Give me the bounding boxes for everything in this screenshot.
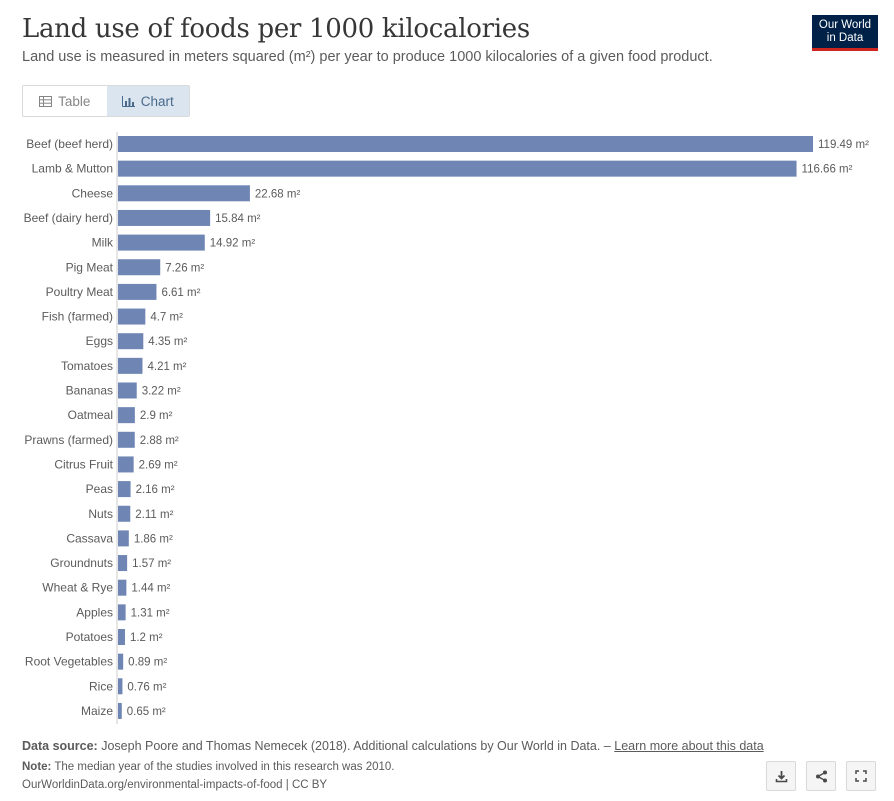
category-label: Root Vegetables bbox=[25, 655, 113, 669]
logo-line-1: Our World bbox=[818, 19, 872, 31]
bar[interactable] bbox=[118, 678, 123, 695]
category-label: Pig Meat bbox=[66, 260, 114, 274]
value-label: 2.69 m² bbox=[139, 459, 178, 471]
bar[interactable] bbox=[118, 333, 144, 350]
value-label: 3.22 m² bbox=[142, 386, 181, 398]
category-label: Groundnuts bbox=[50, 556, 113, 570]
category-label: Apples bbox=[76, 605, 113, 619]
value-label: 1.57 m² bbox=[132, 558, 171, 570]
bar[interactable] bbox=[118, 283, 157, 300]
value-label: 4.7 m² bbox=[150, 312, 183, 324]
category-label: Eggs bbox=[86, 334, 113, 348]
bar[interactable] bbox=[118, 579, 127, 596]
value-label: 2.16 m² bbox=[136, 484, 175, 496]
category-label: Maize bbox=[81, 704, 113, 718]
source-text: Joseph Poore and Thomas Nemecek (2018). … bbox=[101, 739, 611, 753]
value-label: 6.61 m² bbox=[161, 287, 200, 299]
bar-chart: Beef (beef herd) 119.49 m² Lamb & Mutton 11… bbox=[24, 132, 869, 724]
category-label: Poultry Meat bbox=[46, 285, 114, 299]
bar[interactable] bbox=[118, 209, 211, 226]
bar[interactable] bbox=[118, 555, 128, 572]
bar[interactable] bbox=[118, 530, 129, 547]
value-label: 0.65 m² bbox=[127, 706, 166, 718]
source-label: Data source: bbox=[22, 739, 98, 753]
bar[interactable] bbox=[118, 456, 134, 473]
bar[interactable] bbox=[118, 653, 124, 670]
bar[interactable] bbox=[118, 185, 250, 202]
category-label: Tomatoes bbox=[61, 359, 113, 373]
bar[interactable] bbox=[118, 702, 122, 719]
owid-logo[interactable]: Our World in Data bbox=[812, 15, 878, 51]
download-button[interactable] bbox=[766, 761, 796, 791]
bar[interactable] bbox=[118, 136, 813, 152]
bar[interactable] bbox=[118, 160, 797, 177]
category-label: Nuts bbox=[88, 507, 113, 521]
note-text: The median year of the studies involved … bbox=[54, 761, 395, 773]
value-label: 7.26 m² bbox=[165, 262, 204, 274]
bar[interactable] bbox=[118, 629, 125, 645]
bar[interactable] bbox=[118, 259, 161, 276]
bar[interactable] bbox=[118, 505, 131, 522]
category-label: Wheat & Rye bbox=[42, 581, 113, 595]
category-label: Rice bbox=[89, 679, 113, 693]
category-label: Potatoes bbox=[66, 630, 113, 644]
value-label: 0.76 m² bbox=[127, 681, 166, 693]
category-label: Beef (dairy herd) bbox=[24, 211, 113, 225]
learn-more-link[interactable]: Learn more about this data bbox=[614, 739, 764, 753]
tab-table-label: Table bbox=[58, 93, 91, 109]
source-url[interactable]: OurWorldinData.org/environmental-impacts… bbox=[22, 779, 328, 791]
bar[interactable] bbox=[118, 407, 135, 424]
note: Note: The median year of the studies inv… bbox=[22, 761, 394, 773]
value-label: 0.89 m² bbox=[128, 657, 167, 669]
bar[interactable] bbox=[118, 308, 146, 325]
category-label: Cheese bbox=[72, 186, 114, 200]
value-label: 116.66 m² bbox=[802, 164, 853, 176]
category-label: Citrus Fruit bbox=[54, 457, 113, 471]
tab-chart[interactable]: Chart bbox=[106, 86, 189, 116]
value-label: 14.92 m² bbox=[210, 238, 256, 250]
value-label: 119.49 m² bbox=[818, 139, 869, 151]
share-button[interactable] bbox=[806, 761, 836, 791]
category-label: Oatmeal bbox=[68, 408, 113, 422]
chart-title: Land use of foods per 1000 kilocalories bbox=[22, 14, 530, 44]
value-label: 15.84 m² bbox=[215, 213, 261, 225]
fullscreen-icon bbox=[855, 770, 867, 782]
value-label: 1.2 m² bbox=[130, 632, 163, 644]
bar[interactable] bbox=[118, 604, 126, 621]
category-label: Cassava bbox=[66, 531, 113, 545]
category-label: Lamb & Mutton bbox=[32, 162, 113, 176]
tab-chart-label: Chart bbox=[140, 93, 174, 109]
tab-table[interactable]: Table bbox=[23, 86, 107, 116]
bar[interactable] bbox=[118, 234, 205, 251]
view-tabs: Table Chart bbox=[22, 85, 190, 117]
category-label: Prawns (farmed) bbox=[24, 433, 113, 447]
bar[interactable] bbox=[118, 481, 131, 498]
download-icon bbox=[775, 770, 787, 782]
category-label: Peas bbox=[86, 482, 113, 496]
category-label: Beef (beef herd) bbox=[26, 137, 113, 151]
value-label: 22.68 m² bbox=[255, 188, 301, 200]
bar[interactable] bbox=[118, 431, 135, 448]
table-icon bbox=[39, 95, 53, 107]
category-label: Bananas bbox=[66, 384, 113, 398]
bar[interactable] bbox=[118, 357, 143, 374]
bar[interactable] bbox=[118, 382, 137, 399]
logo-line-2: in Data bbox=[826, 31, 864, 44]
value-label: 2.11 m² bbox=[135, 509, 173, 521]
value-label: 4.35 m² bbox=[148, 336, 187, 348]
value-label: 1.31 m² bbox=[131, 607, 170, 619]
chart-subtitle: Land use is measured in meters squared (… bbox=[22, 49, 713, 65]
note-label: Note: bbox=[22, 761, 52, 773]
value-label: 2.88 m² bbox=[140, 435, 179, 447]
value-label: 1.44 m² bbox=[131, 583, 170, 595]
fullscreen-button[interactable] bbox=[846, 761, 876, 791]
data-source: Data source: Joseph Poore and Thomas Nem… bbox=[22, 739, 764, 753]
bar-chart-icon bbox=[121, 95, 135, 107]
value-label: 4.21 m² bbox=[147, 361, 186, 373]
value-label: 1.86 m² bbox=[134, 533, 173, 545]
category-label: Fish (farmed) bbox=[42, 310, 113, 324]
value-label: 2.9 m² bbox=[140, 410, 173, 422]
category-label: Milk bbox=[92, 236, 114, 250]
share-icon bbox=[815, 770, 827, 782]
